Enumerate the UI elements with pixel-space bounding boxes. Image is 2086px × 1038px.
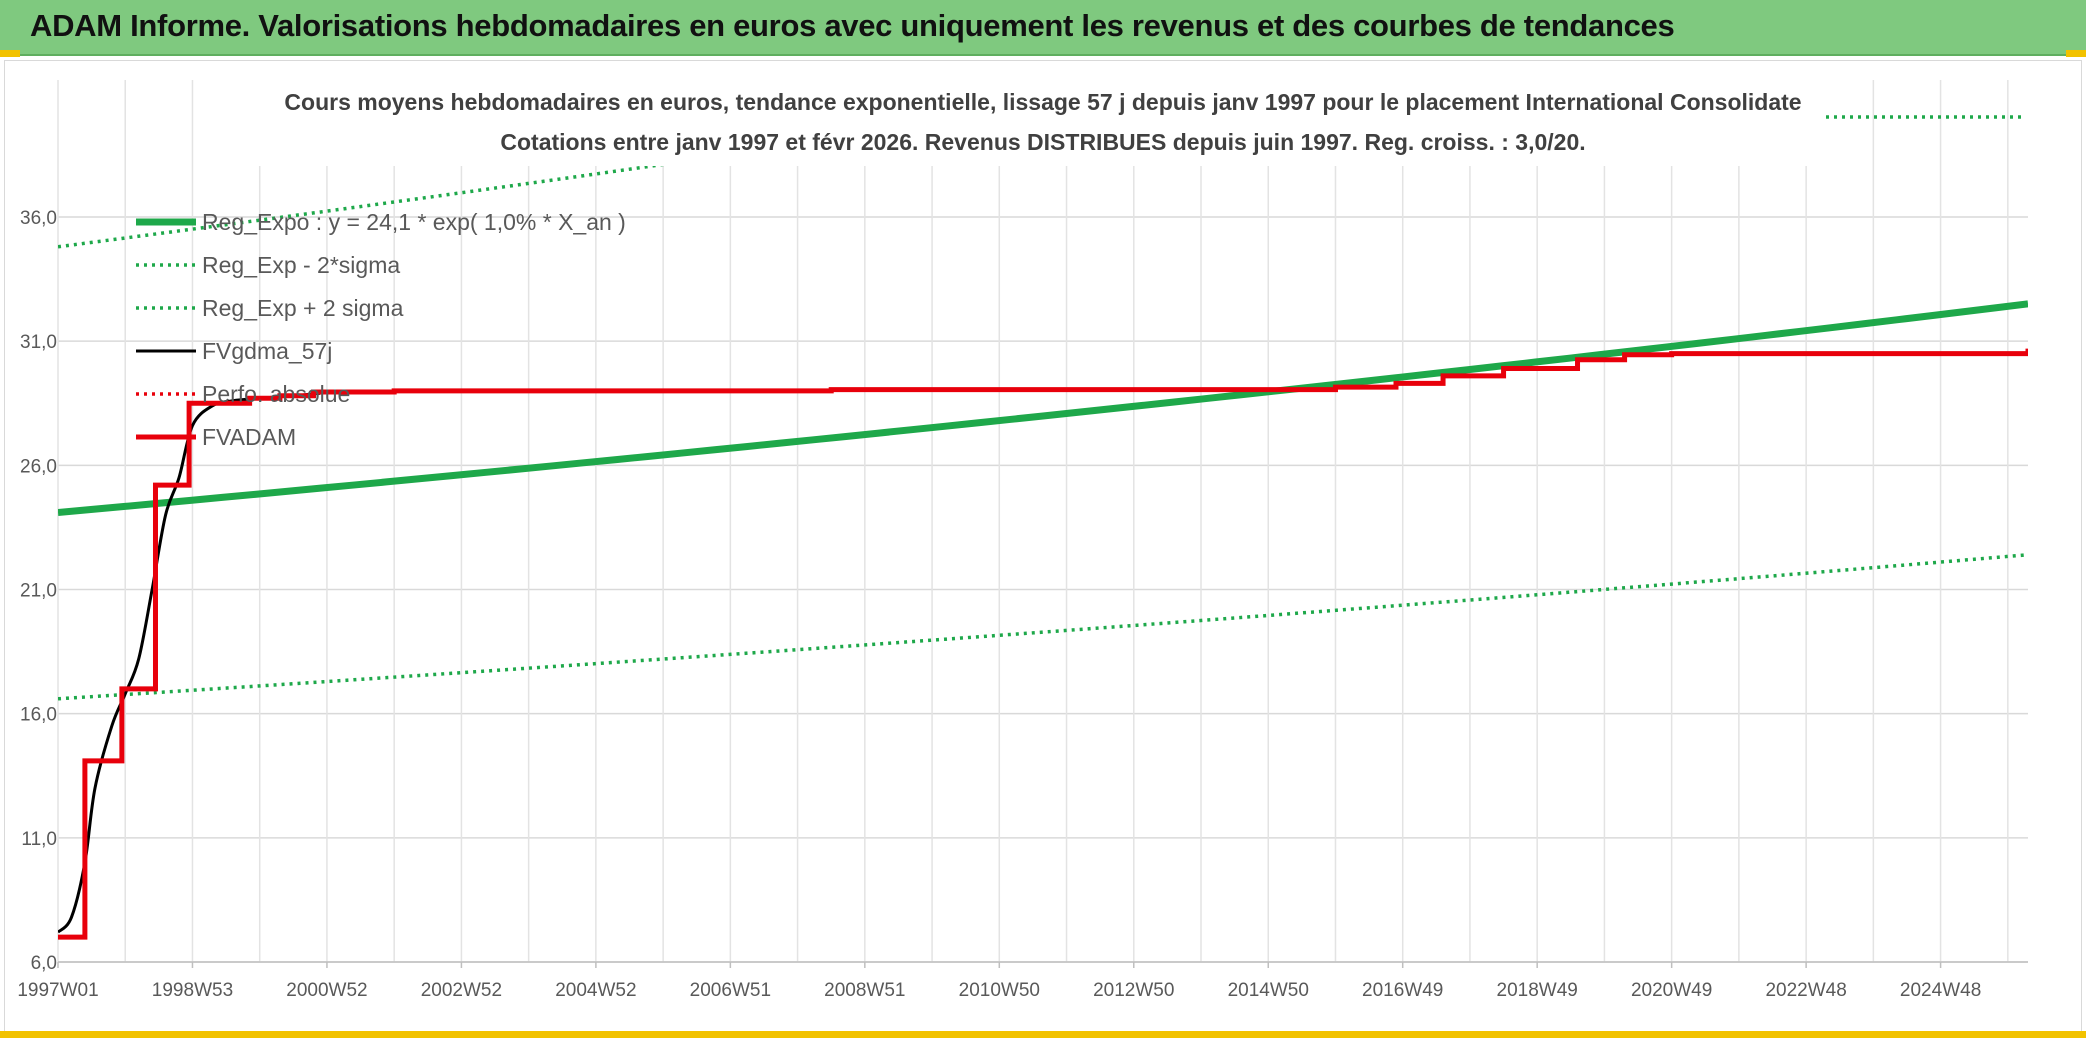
x-tick-label: 2024W48 — [1900, 980, 1981, 1001]
x-tick-label: 2014W50 — [1228, 980, 1309, 1001]
legend-label: FVgdma_57j — [202, 338, 332, 364]
corner-mark-right — [2066, 50, 2086, 57]
y-axis: 36,0 31,0 26,0 21,0 16,0 11,0 6,0 — [20, 208, 57, 974]
legend-label: Perfo. absolue — [202, 381, 350, 407]
chart-title: Cours moyens hebdomadaires en euros, ten… — [284, 89, 1801, 115]
x-tick-label: 2012W50 — [1093, 980, 1174, 1001]
report-title: ADAM Informe. Valorisations hebdomadaire… — [30, 8, 1675, 43]
legend-label: Reg_Expo : y = 24,1 * exp( 1,0% * X_an ) — [202, 209, 626, 235]
legend-label: Reg_Exp + 2 sigma — [202, 295, 404, 321]
y-tick-label: 6,0 — [31, 953, 57, 974]
y-tick-label: 36,0 — [20, 208, 57, 229]
x-tick-label: 2016W49 — [1362, 980, 1443, 1001]
bottom-bar — [0, 1031, 2086, 1038]
legend: Reg_Expo : y = 24,1 * exp( 1,0% * X_an )… — [136, 115, 2022, 450]
series-line — [58, 348, 2028, 940]
legend-label: Reg_Exp - 2*sigma — [202, 252, 400, 278]
x-tick-label: 2010W50 — [959, 980, 1040, 1001]
x-tick-label: 1997W01 — [17, 980, 98, 1001]
x-tick-label: 2008W51 — [824, 980, 905, 1001]
y-tick-label: 26,0 — [20, 456, 57, 477]
x-tick-label: 1998W53 — [152, 980, 233, 1001]
chart-frame — [4, 60, 2082, 1033]
x-axis: 1997W01 1998W53 2000W52 2002W52 2004W52 2006W… — [17, 962, 1981, 1001]
y-tick-label: 31,0 — [20, 332, 57, 353]
x-tick-label: 2018W49 — [1497, 980, 1578, 1001]
series-line — [58, 552, 2028, 701]
y-tick-label: 21,0 — [20, 580, 57, 601]
x-tick-label: 2000W52 — [286, 980, 367, 1001]
x-tick-label: 2002W52 — [421, 980, 502, 1001]
title-backdrop — [240, 80, 1830, 166]
x-tick-label: 2006W51 — [690, 980, 771, 1001]
chart-subtitle: Cotations entre janv 1997 et févr 2026. … — [500, 129, 1585, 155]
x-tick-label: 2022W48 — [1765, 980, 1846, 1001]
legend-label: FVADAM — [202, 424, 296, 450]
y-tick-label: 11,0 — [21, 829, 57, 850]
corner-mark-left — [0, 50, 20, 57]
series-line — [58, 300, 2028, 516]
x-tick-label: 2004W52 — [555, 980, 636, 1001]
x-tick-label: 2020W49 — [1631, 980, 1712, 1001]
y-tick-label: 16,0 — [20, 705, 57, 726]
report-banner: ADAM Informe. Valorisations hebdomadaire… — [0, 0, 2086, 56]
